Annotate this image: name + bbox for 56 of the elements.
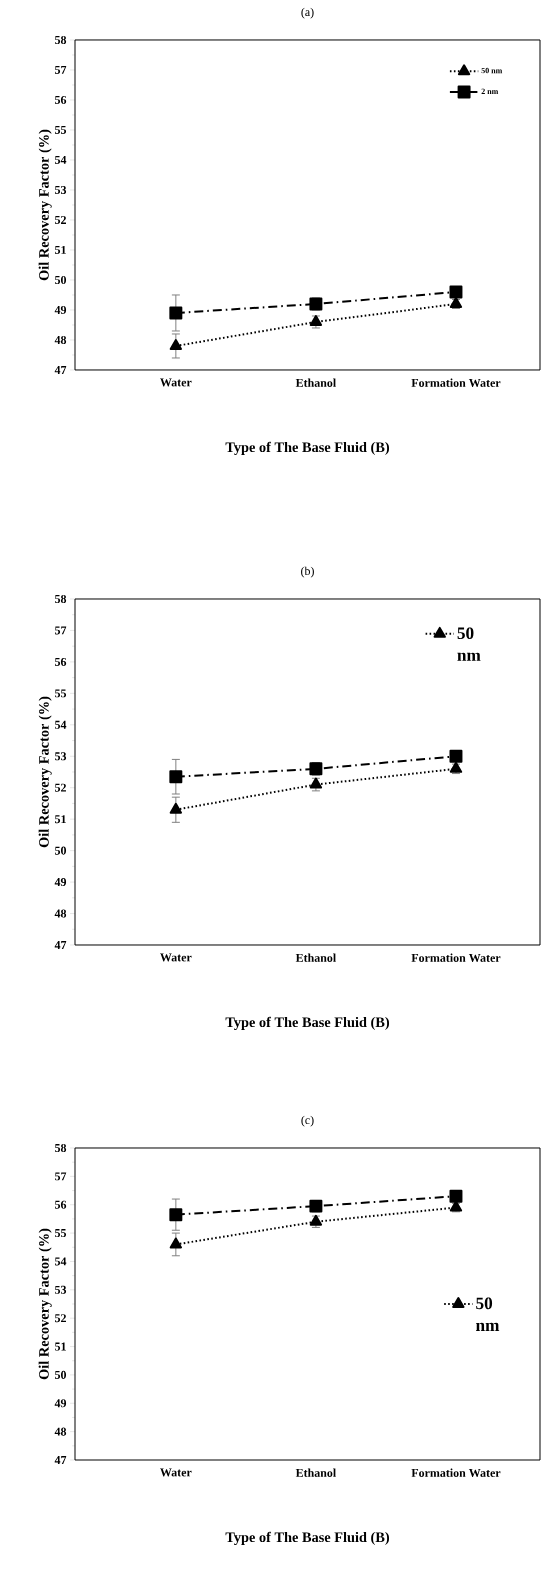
y-tick-label: 47: [54, 1456, 67, 1464]
chart-title: (c): [301, 1115, 314, 1127]
y-tick-label: 47: [54, 941, 67, 949]
y-tick-label: 54: [55, 720, 67, 729]
y-tick-label: 57: [55, 626, 67, 635]
y-tick-label: 47: [54, 366, 67, 374]
y-axis-title: Oil Recovery Factor (%): [38, 696, 52, 848]
y-tick-label: 53: [55, 752, 67, 761]
x-axis-title: Type of The Base Fluid (B): [225, 441, 390, 455]
y-tick-label: 50: [55, 1370, 67, 1379]
x-tick-label: Ethanol: [295, 953, 336, 962]
y-tick-label: 57: [55, 66, 67, 74]
y-tick-label: 58: [55, 35, 67, 45]
y-tick-label: 50: [55, 846, 67, 855]
y-tick-label: 56: [55, 1200, 67, 1209]
y-tick-label: 54: [55, 155, 67, 164]
x-axis-title: Type of The Base Fluid (B): [225, 1531, 390, 1546]
y-tick-label: 55: [55, 1229, 67, 1238]
legend-label: 50 nm: [457, 627, 481, 661]
y-tick-label: 52: [55, 1314, 66, 1323]
x-tick-label: Formation Water: [411, 378, 501, 387]
x-tick-label: Water: [160, 1468, 192, 1477]
legend-label: 50 nm: [475, 1297, 500, 1331]
y-tick-label: 51: [55, 815, 66, 824]
x-axis-title: Type of The Base Fluid (B): [225, 1016, 390, 1031]
x-tick-label: Ethanol: [295, 1468, 336, 1477]
y-tick-label: 50: [55, 275, 67, 285]
y-tick-label: 48: [54, 335, 67, 345]
y-tick-label: 53: [55, 1285, 67, 1294]
y-tick-label: 48: [54, 1427, 67, 1436]
y-tick-label: 56: [55, 95, 67, 104]
y-axis-title: Oil Recovery Factor (%): [38, 1228, 52, 1380]
y-axis-title: Oil Recovery Factor (%): [38, 129, 52, 281]
y-tick-label: 57: [55, 1172, 67, 1181]
chart-title: (a): [301, 7, 314, 19]
y-tick-label: 51: [55, 1342, 66, 1351]
y-tick-label: 55: [55, 689, 67, 698]
y-tick-label: 55: [55, 126, 67, 134]
x-tick-label: Water: [160, 953, 192, 962]
y-tick-label: 58: [55, 1143, 67, 1153]
y-tick-label: 51: [55, 245, 66, 254]
chart-title: (b): [301, 566, 314, 578]
y-tick-label: 48: [54, 909, 67, 918]
x-tick-label: Water: [160, 378, 192, 387]
y-tick-label: 52: [55, 783, 66, 792]
x-tick-label: Ethanol: [295, 378, 336, 387]
y-tick-label: 49: [54, 1399, 67, 1408]
x-tick-label: Formation Water: [411, 953, 501, 962]
y-tick-label: 58: [55, 594, 67, 604]
y-tick-label: 52: [55, 215, 66, 224]
y-tick-label: 54: [55, 1257, 67, 1266]
y-tick-label: 49: [54, 878, 67, 887]
y-tick-label: 49: [54, 305, 67, 314]
x-tick-label: Formation Water: [411, 1468, 501, 1477]
y-tick-label: 56: [55, 657, 67, 666]
y-tick-label: 53: [55, 185, 67, 194]
